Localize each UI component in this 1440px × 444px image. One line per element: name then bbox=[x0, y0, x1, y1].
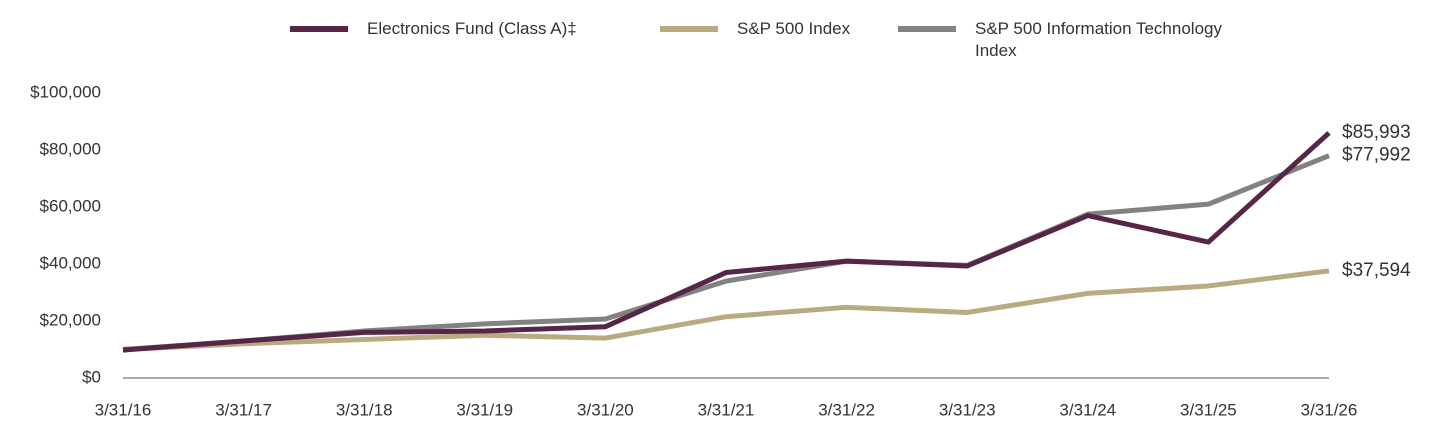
legend-swatch bbox=[898, 26, 956, 32]
legend-swatch bbox=[290, 26, 348, 32]
legend-label: S&P 500 Information Technology Index bbox=[975, 19, 1222, 60]
legend-item: Electronics Fund (Class A)‡ bbox=[290, 18, 667, 40]
x-tick-label: 3/31/24 bbox=[1059, 400, 1116, 419]
series-line bbox=[122, 153, 1330, 352]
x-tick-label: 3/31/16 bbox=[95, 400, 152, 419]
value-label: $85,993 bbox=[1342, 122, 1411, 143]
series-line bbox=[122, 131, 1331, 353]
legend-swatch bbox=[660, 26, 718, 32]
legend-label: S&P 500 Index bbox=[737, 19, 851, 38]
y-tick-label: $100,000 bbox=[30, 82, 101, 101]
legend-item: S&P 500 Index bbox=[660, 18, 937, 40]
y-tick-label: $0 bbox=[82, 367, 101, 386]
x-tick-label: 3/31/21 bbox=[698, 400, 755, 419]
x-tick-label: 3/31/22 bbox=[818, 400, 875, 419]
x-tick-label: 3/31/17 bbox=[215, 400, 272, 419]
y-tick-label: $40,000 bbox=[40, 253, 101, 272]
value-label: $77,992 bbox=[1342, 145, 1411, 166]
legend-label: Electronics Fund (Class A)‡ bbox=[367, 19, 577, 38]
value-label: $37,594 bbox=[1342, 260, 1411, 281]
legend-item: S&P 500 Information Technology Index bbox=[898, 18, 1255, 62]
x-tick-label: 3/31/23 bbox=[939, 400, 996, 419]
x-tick-label: 3/31/18 bbox=[336, 400, 393, 419]
legend: Electronics Fund (Class A)‡ S&P 500 Index… bbox=[0, 18, 1440, 68]
x-tick-label: 3/31/25 bbox=[1180, 400, 1237, 419]
x-tick-label: 3/31/20 bbox=[577, 400, 634, 419]
x-tick-label: 3/31/26 bbox=[1301, 400, 1358, 419]
series-line bbox=[122, 268, 1330, 352]
x-tick-label: 3/31/19 bbox=[456, 400, 513, 419]
y-tick-label: $80,000 bbox=[40, 139, 101, 158]
y-tick-label: $60,000 bbox=[40, 196, 101, 215]
y-tick-label: $20,000 bbox=[40, 310, 101, 329]
